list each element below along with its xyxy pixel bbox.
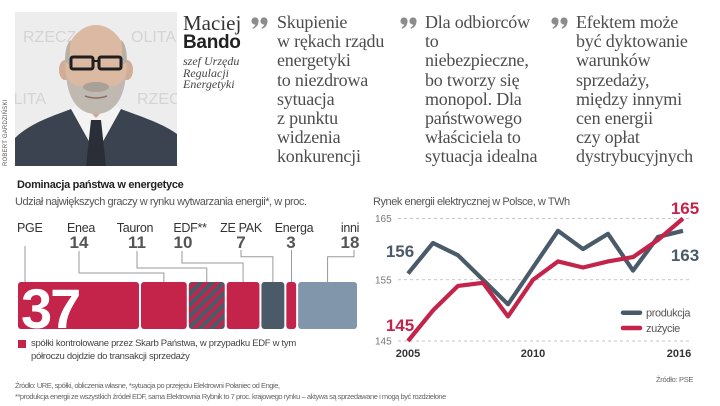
category-label-ze-pak: ZE PAK xyxy=(220,221,263,235)
bar-segment-ze-pak xyxy=(261,282,285,329)
speaker-block: Maciej Bando szef Urzędu Regulacji Energ… xyxy=(183,13,253,91)
energy-line-chart: 145 155 165 2005 2010 2016 156 145 165 1… xyxy=(375,199,699,360)
series-line-zuzycie xyxy=(406,216,685,343)
annotation-zuzycie-end: 165 xyxy=(671,199,699,218)
line-chart-title: Rynek energii elektrycznej w Polsce, w T… xyxy=(373,196,570,208)
quote-mark-icon xyxy=(400,17,417,29)
footnote-sources: Źródło: URE, spółki, obliczenia własne, … xyxy=(15,381,280,390)
value-label-tauron: 11 xyxy=(128,233,146,252)
line-chart-source: Źródło: PSE xyxy=(656,375,694,384)
mustache xyxy=(83,82,109,92)
value-label-enea: 14 xyxy=(70,233,89,252)
leader-line-tauron xyxy=(136,251,208,282)
annotation-zuzycie-start: 145 xyxy=(386,316,414,335)
mouth xyxy=(84,95,108,99)
x-tick-label: 2005 xyxy=(396,348,420,360)
legend-label-state: spółki kontrolowane przez Skarb Państwa,… xyxy=(31,338,296,362)
annotation-produkcja-start: 156 xyxy=(386,242,414,261)
tie xyxy=(86,120,106,166)
y-tick-label: 165 xyxy=(375,214,392,225)
leader-line-edf xyxy=(181,251,244,282)
category-label-edf: EDF** xyxy=(173,221,207,235)
glasses-lens-right xyxy=(97,55,123,71)
watermark-text: RZECZ xyxy=(137,91,177,108)
leader-line-enea xyxy=(78,251,165,282)
quote-2: Dla odbiorców to niebezpieczne, bo tworz… xyxy=(425,12,538,167)
category-label-pge: PGE xyxy=(17,221,43,235)
legend-label-zuzycie: zużycie xyxy=(646,323,680,335)
watermark-text: OLITA xyxy=(131,29,176,46)
gridlines xyxy=(398,218,692,342)
value-label-ze-pak: 7 xyxy=(236,233,245,252)
value-label-energa: 3 xyxy=(286,233,295,252)
quote-mark-icon xyxy=(551,17,568,29)
watermark-text: RZECZ xyxy=(23,29,77,46)
share-bar-chart: PGE Enea Tauron EDF** ZE PAK Energa inni… xyxy=(17,221,360,337)
speaker-first-name: Maciej xyxy=(183,11,242,35)
legend-label-produkcja: produkcja xyxy=(646,308,691,320)
category-label-inni: inni xyxy=(341,221,359,235)
speaker-last-name: Bando xyxy=(183,32,241,53)
quote-mark-icon xyxy=(251,17,268,29)
leader-line-ze-pak xyxy=(240,250,274,282)
quote-3: Efektem może być dyktowanie warunków spr… xyxy=(576,12,693,167)
glasses-lens-left xyxy=(69,55,95,71)
y-tick-label: 145 xyxy=(375,337,392,348)
value-label-edf: 10 xyxy=(174,233,193,252)
beard xyxy=(66,74,126,114)
leader-line-inni xyxy=(327,250,355,282)
bar-segment-energa xyxy=(286,282,297,329)
category-label-enea: Enea xyxy=(67,221,95,235)
bar-chart-subtitle: Udział największych graczy w rynku wytwa… xyxy=(15,196,307,208)
bar-segment-enea xyxy=(140,282,187,329)
value-label-pge: 37 xyxy=(21,277,79,337)
footnote-edf: **produkcja energii ze wszystkich źródeł… xyxy=(15,392,446,401)
speaker-photo: RZECZ OLITA OLITA RZECZ xyxy=(1,12,191,166)
annotation-produkcja-end: 163 xyxy=(671,246,699,265)
photo-credit: ROBERT GARDZIŃSKI xyxy=(3,99,9,166)
bar-segment-inni xyxy=(298,282,357,329)
bar-segments xyxy=(18,282,357,329)
portrait-illustration: RZECZ OLITA OLITA RZECZ xyxy=(1,12,191,166)
category-label-energa: Energa xyxy=(275,221,314,235)
category-label-tauron: Tauron xyxy=(117,221,154,235)
bar-segment-edf xyxy=(226,282,260,329)
series-line-produkcja xyxy=(406,228,684,307)
x-tick-label: 2010 xyxy=(521,348,545,360)
head xyxy=(65,25,127,103)
bar-segment-pge xyxy=(18,282,139,329)
x-tick-label: 2016 xyxy=(667,348,691,360)
speaker-role: szef Urzędu Regulacji Energetyki xyxy=(183,54,240,91)
value-label-inni: 18 xyxy=(341,233,360,252)
legend-swatch-state xyxy=(18,340,26,348)
watermark-text: OLITA xyxy=(15,91,46,108)
y-tick-label: 155 xyxy=(375,275,392,286)
bar-chart-title: Dominacja państwa w energetyce xyxy=(17,179,184,191)
series-lines xyxy=(406,216,685,343)
leader-lines xyxy=(24,246,355,282)
bar-segment-tauron xyxy=(188,282,225,329)
quote-1: Skupienie w rękach rządu energetyki to n… xyxy=(277,12,385,167)
